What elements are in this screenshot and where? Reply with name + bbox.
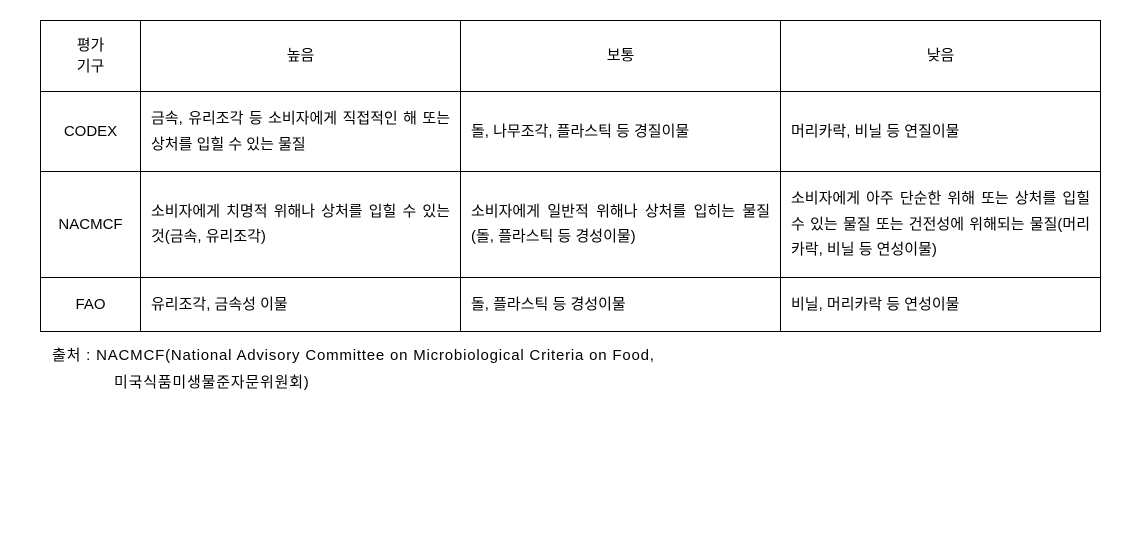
header-medium: 보통	[461, 21, 781, 92]
high-cell: 소비자에게 치명적 위해나 상처를 입힐 수 있는 것(금속, 유리조각)	[141, 172, 461, 278]
medium-cell: 돌, 플라스틱 등 경성이물	[461, 277, 781, 332]
medium-cell: 소비자에게 일반적 위해나 상처를 입히는 물질(돌, 플라스틱 등 경성이물)	[461, 172, 781, 278]
table-row: FAO 유리조각, 금속성 이물 돌, 플라스틱 등 경성이물 비닐, 머리카락…	[41, 277, 1101, 332]
header-org: 평가 기구	[41, 21, 141, 92]
table-header-row: 평가 기구 높음 보통 낮음	[41, 21, 1101, 92]
header-low: 낮음	[781, 21, 1101, 92]
medium-cell: 돌, 나무조각, 플라스틱 등 경질이물	[461, 92, 781, 172]
source-text-line1: NACMCF(National Advisory Committee on Mi…	[96, 347, 655, 364]
org-cell: FAO	[41, 277, 141, 332]
risk-assessment-table: 평가 기구 높음 보통 낮음 CODEX 금속, 유리조각 등 소비자에게 직접…	[40, 20, 1101, 332]
low-cell: 머리카락, 비닐 등 연질이물	[781, 92, 1101, 172]
high-cell: 유리조각, 금속성 이물	[141, 277, 461, 332]
org-cell: CODEX	[41, 92, 141, 172]
low-cell: 소비자에게 아주 단순한 위해 또는 상처를 입힐 수 있는 물질 또는 건전성…	[781, 172, 1101, 278]
source-label: 출처 :	[52, 347, 91, 364]
org-cell: NACMCF	[41, 172, 141, 278]
table-row: CODEX 금속, 유리조각 등 소비자에게 직접적인 해 또는 상처를 입힐 …	[41, 92, 1101, 172]
header-org-line1: 평가	[77, 37, 105, 54]
source-text-line2: 미국식품미생물준자문위원회)	[52, 369, 1101, 396]
table-row: NACMCF 소비자에게 치명적 위해나 상처를 입힐 수 있는 것(금속, 유…	[41, 172, 1101, 278]
source-citation: 출처 : NACMCF(National Advisory Committee …	[40, 342, 1101, 396]
header-high: 높음	[141, 21, 461, 92]
high-cell: 금속, 유리조각 등 소비자에게 직접적인 해 또는 상처를 입힐 수 있는 물…	[141, 92, 461, 172]
low-cell: 비닐, 머리카락 등 연성이물	[781, 277, 1101, 332]
header-org-line2: 기구	[77, 58, 105, 75]
